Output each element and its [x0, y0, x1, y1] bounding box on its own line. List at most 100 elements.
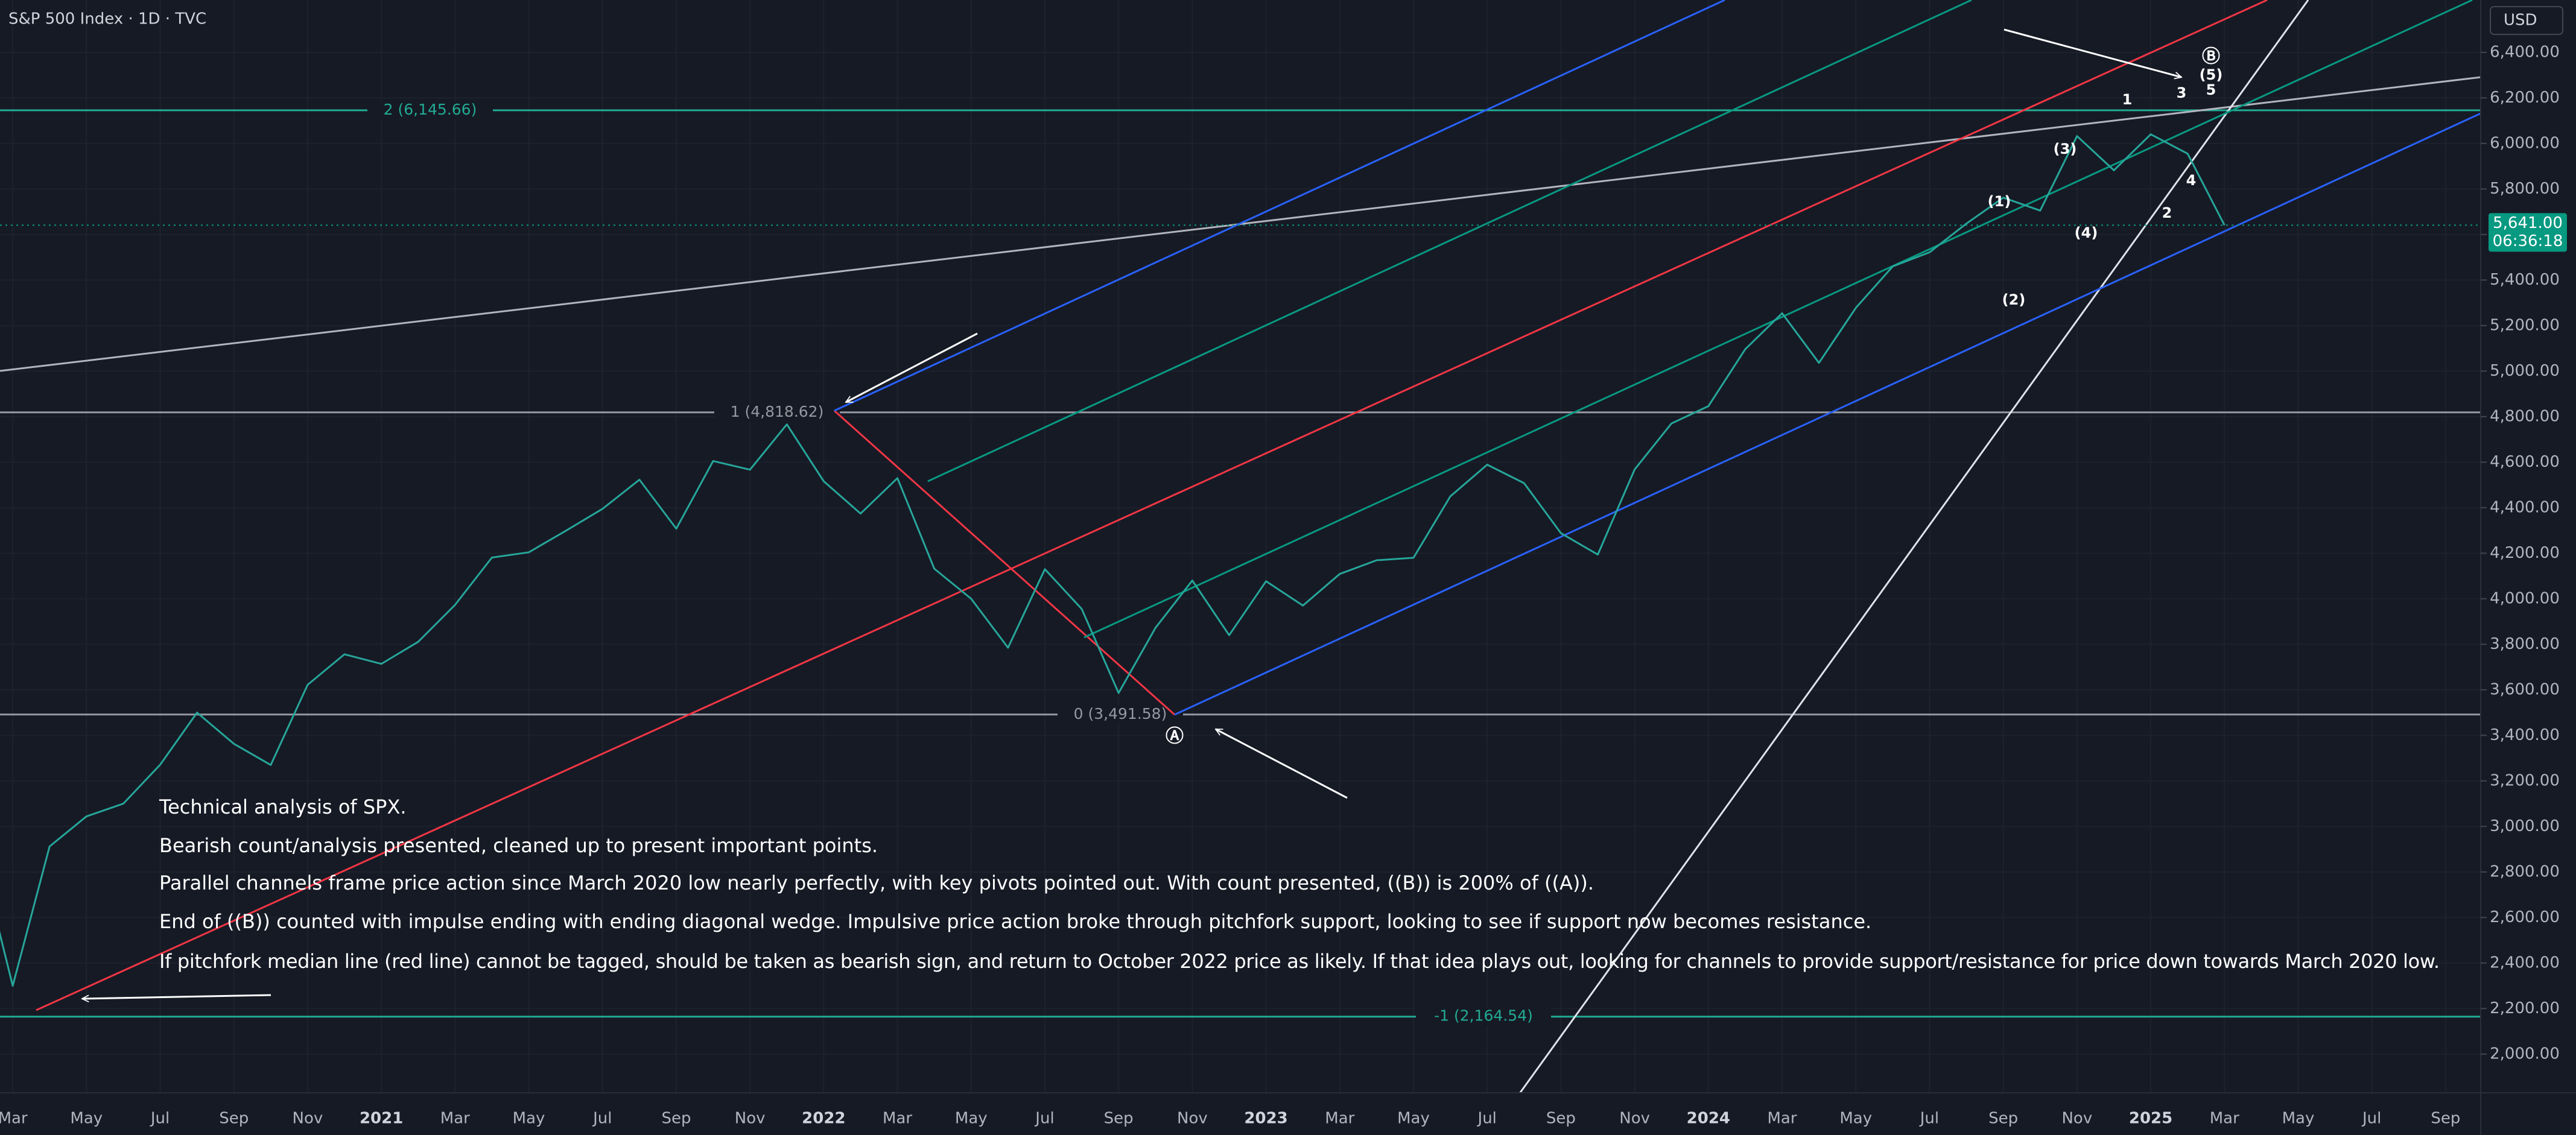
wave-label: 4	[2186, 172, 2197, 189]
symbol-title: S&P 500 Index · 1D · TVC	[8, 10, 206, 28]
x-tick-label: 2023	[1244, 1110, 1287, 1128]
y-tick-label: 4,400.00	[2490, 498, 2560, 516]
note-line: If pitchfork median line (red line) cann…	[159, 950, 2440, 973]
trend-line	[1518, 0, 2309, 1093]
wave-label: 1	[2122, 91, 2133, 108]
y-tick-label: 3,200.00	[2490, 771, 2560, 789]
x-tick-label: Nov	[293, 1110, 323, 1128]
price-series	[0, 133, 2225, 987]
x-tick-label: Jul	[1919, 1110, 1939, 1128]
x-tick-label: May	[2282, 1110, 2315, 1128]
y-tick-label: 4,200.00	[2490, 544, 2560, 562]
x-tick-label: May	[1397, 1110, 1430, 1128]
level-label: 0 (3,491.58)	[1074, 705, 1167, 722]
wave-label: (4)	[2075, 224, 2098, 241]
level-label-bg	[714, 403, 840, 422]
level-label-bg	[1058, 705, 1183, 724]
wave-label: (1)	[1988, 193, 2011, 210]
arrows	[82, 28, 2181, 999]
x-tick-label: Mar	[2210, 1110, 2239, 1128]
channel-line	[927, 0, 1972, 482]
note-line: Parallel channels frame price action sin…	[159, 871, 1594, 894]
y-tick-label: 4,000.00	[2490, 589, 2560, 607]
last-price-box	[2489, 213, 2567, 252]
wave-label: Ⓐ	[1166, 726, 1184, 747]
x-tick-label: 2025	[2129, 1110, 2172, 1128]
x-tick-label: Jul	[1034, 1110, 1054, 1128]
notes: Technical analysis of SPX. Bearish count/…	[159, 795, 2440, 973]
wave-label: Ⓑ	[2202, 46, 2220, 68]
y-tick-label: 3,800.00	[2490, 635, 2560, 653]
x-tick-label: Mar	[1768, 1110, 1797, 1128]
fib-levels: 2 (6,145.66) 1 (4,818.62) 0 (3,491.58) -1 (…	[0, 101, 2481, 1026]
y-tick-label: 2,400.00	[2490, 953, 2560, 972]
pitchfork-handle	[834, 409, 1175, 716]
y-tick-label: 3,000.00	[2490, 817, 2560, 835]
arrow	[1216, 728, 1348, 799]
channel-line	[1083, 0, 2473, 639]
level-label-bg	[367, 101, 493, 119]
x-tick-label: 2024	[1687, 1110, 1730, 1128]
y-tick-label: 2,800.00	[2490, 862, 2560, 880]
y-tick-label: 2,000.00	[2490, 1045, 2560, 1063]
wave-label: (5)	[2200, 66, 2223, 83]
note-line: Technical analysis of SPX.	[159, 795, 407, 818]
x-tick-label: Mar	[883, 1110, 912, 1128]
y-tick-label: 2,600.00	[2490, 908, 2560, 926]
level-label: 2 (6,145.66)	[384, 101, 477, 118]
level-label: 1 (4,818.62)	[731, 403, 824, 420]
y-tick-label: 6,000.00	[2490, 134, 2560, 152]
currency-box[interactable]	[2490, 6, 2563, 35]
x-tick-label: Jul	[2361, 1110, 2381, 1128]
y-tick-label: 3,600.00	[2490, 680, 2560, 698]
y-tick-label: 5,400.00	[2490, 271, 2560, 289]
axes: 2,000.00 2,200.00 2,400.00 2,600.00 2,800.00…	[0, 43, 2567, 1128]
x-tick-label: Nov	[735, 1110, 766, 1128]
y-tick-label: 5,200.00	[2490, 316, 2560, 334]
y-tick-label: 2,200.00	[2490, 999, 2560, 1017]
x-tick-label: Sep	[661, 1110, 691, 1128]
wave-label: (2)	[2002, 291, 2026, 308]
x-tick-label: Sep	[219, 1110, 249, 1128]
note-line: End of ((B)) counted with impulse ending…	[159, 910, 1871, 933]
channel-upper	[834, 0, 1725, 412]
wave-label: 2	[2162, 204, 2172, 221]
y-tick-label: 6,400.00	[2490, 43, 2560, 61]
x-tick-label: Sep	[1988, 1110, 2018, 1128]
x-tick-label: May	[513, 1110, 545, 1128]
countdown: 06:36:18	[2493, 232, 2563, 250]
x-tick-label: Nov	[2061, 1110, 2092, 1128]
x-tick-label: Mar	[0, 1110, 28, 1128]
y-tick-label: 6,200.00	[2490, 89, 2560, 107]
level-label: -1 (2,164.54)	[1434, 1007, 1533, 1025]
arrow	[846, 332, 978, 403]
arrow	[82, 994, 271, 999]
x-tick-label: Jul	[592, 1110, 612, 1128]
x-tick-label: Jul	[1477, 1110, 1497, 1128]
y-tick-label: 5,000.00	[2490, 362, 2560, 380]
x-tick-label: Sep	[2431, 1110, 2460, 1128]
x-tick-label: Mar	[440, 1110, 470, 1128]
x-tick-label: May	[1839, 1110, 1872, 1128]
wave-labels: Ⓐ Ⓑ(5)5 3 1 (3) 42 (1) (4) (2)	[1166, 46, 2222, 747]
x-tick-label: Sep	[1546, 1110, 1576, 1128]
arrow	[2003, 28, 2181, 77]
x-tick-label: Jul	[150, 1110, 170, 1128]
note-line: Bearish count/analysis presented, cleane…	[159, 834, 878, 857]
currency[interactable]: USD	[2504, 11, 2537, 30]
pitchfork-median	[36, 0, 2268, 1011]
x-tick-label: Nov	[1619, 1110, 1650, 1128]
x-tick-label: Sep	[1104, 1110, 1134, 1128]
trend-lines	[0, 0, 2481, 1093]
x-tick-label: Mar	[1325, 1110, 1354, 1128]
wave-label: 3	[2177, 84, 2187, 101]
y-tick-label: 3,400.00	[2490, 726, 2560, 744]
x-tick-label: 2021	[360, 1110, 403, 1128]
y-tick-label: 4,600.00	[2490, 453, 2560, 471]
last-price-label: 5,641.00	[2493, 214, 2563, 232]
x-tick-label: Nov	[1177, 1110, 1208, 1128]
grid	[0, 0, 2481, 1093]
y-tick-label: 4,800.00	[2490, 407, 2560, 425]
